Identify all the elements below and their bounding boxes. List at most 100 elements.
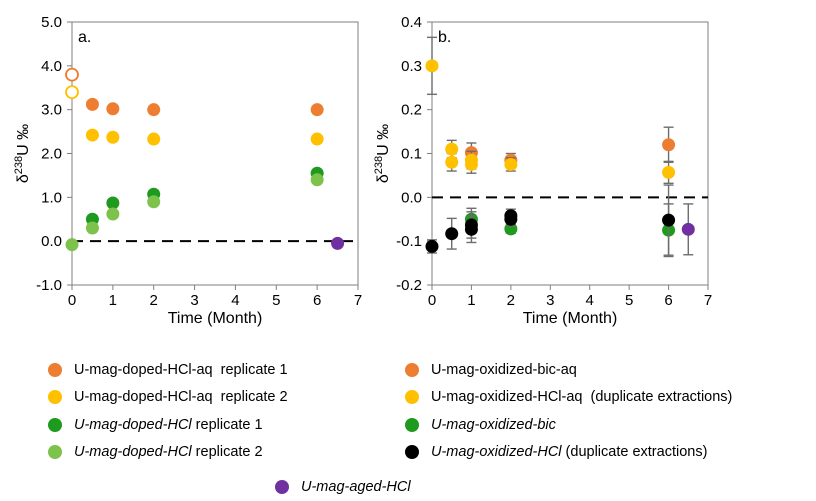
data-point-doped_aq_r1 bbox=[310, 103, 324, 117]
plot-border bbox=[71, 21, 359, 286]
data-point-oxidized_bic_aq bbox=[662, 138, 676, 152]
panel-label: a. bbox=[78, 29, 91, 46]
y-tick-label: 0.0 bbox=[41, 233, 62, 250]
hollow-data-point-doped_aq_r1 bbox=[65, 67, 79, 82]
x-tick-label: 5 bbox=[272, 292, 280, 309]
legend-item-oxidized-bic-aq: U-mag-oxidized-bic-aq bbox=[405, 362, 577, 378]
data-point-doped_aq_r1 bbox=[147, 103, 161, 117]
data-point-doped_aq_r1 bbox=[106, 102, 120, 116]
legend-label: U-mag-doped-HCl-aq replicate 2 bbox=[74, 389, 288, 405]
data-point-doped_hcl_r2 bbox=[65, 238, 79, 252]
legend-label: (duplicate extractions) bbox=[561, 444, 708, 460]
x-tick-label: 6 bbox=[664, 292, 672, 309]
y-axis-label: δ238U ‰ bbox=[13, 124, 32, 183]
x-axis-label: Time (Month) bbox=[168, 310, 263, 327]
y-tick-label: 0.3 bbox=[401, 58, 422, 75]
legend-item-doped-hcl-r1: U-mag-doped-HCl replicate 1 bbox=[48, 417, 263, 433]
data-point-doped_hcl_r2 bbox=[147, 195, 161, 209]
legend-marker-yellow bbox=[405, 390, 419, 404]
legend-label: U-mag-doped-HCl-aq replicate 1 bbox=[74, 362, 288, 378]
legend-item-aged-hcl: U-mag-aged-HCl bbox=[275, 479, 411, 495]
x-tick-label: 1 bbox=[109, 292, 117, 309]
legend-label-italic: U-mag-aged-HCl bbox=[301, 479, 411, 495]
data-point-oxidized_hcl_aq bbox=[662, 165, 676, 179]
charts-canvas: 5.0 4.0 3.0 2.0 1.0 0.0 -1.0 0 1 2 3 4 5 6 7 Time (Mont… bbox=[13, 14, 712, 327]
x-tick-label: 7 bbox=[704, 292, 712, 309]
legend-marker-dark-green bbox=[48, 418, 62, 432]
legend-marker-light-green bbox=[48, 445, 62, 459]
y-axis-label: δ238U ‰ bbox=[373, 124, 392, 183]
x-tick-label: 2 bbox=[150, 292, 158, 309]
x-axis-label: Time (Month) bbox=[523, 310, 618, 327]
y-tick-label: 4.0 bbox=[41, 58, 62, 75]
x-tick-label: 5 bbox=[625, 292, 633, 309]
data-point-oxidized_hcl_aq bbox=[425, 59, 439, 73]
chart-panel-b: 0.4 0.3 0.2 0.1 0.0 -0.1 -0.2 0 1 2 3 4 5 6 7 Time (Mon… bbox=[373, 14, 712, 327]
y-tick-label: 0.4 bbox=[401, 14, 422, 31]
x-tick-label: 3 bbox=[546, 292, 554, 309]
y-tick-label: -0.2 bbox=[396, 277, 422, 294]
x-tick-label: 3 bbox=[190, 292, 198, 309]
chart-panel-a: 5.0 4.0 3.0 2.0 1.0 0.0 -1.0 0 1 2 3 4 5 6 7 Time (Mont… bbox=[13, 14, 362, 327]
legend-label-italic: U-mag-doped-HCl bbox=[74, 444, 192, 460]
x-tick-label: 6 bbox=[313, 292, 321, 309]
legend-item-doped-hcl-r2: U-mag-doped-HCl replicate 2 bbox=[48, 444, 263, 460]
legend-marker-yellow bbox=[48, 390, 62, 404]
data-point-oxidized_hcl bbox=[504, 212, 518, 226]
data-point-doped_hcl_r2 bbox=[310, 173, 324, 187]
data-point-aged_hcl bbox=[331, 236, 345, 250]
y-tick-label: -0.1 bbox=[396, 233, 422, 250]
x-tick-label: 7 bbox=[354, 292, 362, 309]
x-tick-label: 4 bbox=[231, 292, 239, 309]
x-tick-label: 0 bbox=[68, 292, 76, 309]
legend-label: replicate 1 bbox=[191, 417, 263, 433]
legend-label: replicate 2 bbox=[191, 444, 263, 460]
legend-marker-black bbox=[405, 445, 419, 459]
legend-item-doped-hcl-aq-r2: U-mag-doped-HCl-aq replicate 2 bbox=[48, 389, 288, 405]
legend-label-italic: U-mag-oxidized-bic bbox=[431, 417, 556, 433]
y-tick-label: 1.0 bbox=[41, 189, 62, 206]
y-tick-label: 0.1 bbox=[401, 146, 422, 163]
data-point-doped_aq_r2 bbox=[310, 132, 324, 146]
legend-label: U-mag-oxidized-bic-aq bbox=[431, 362, 577, 378]
data-point-oxidized_hcl bbox=[464, 222, 478, 236]
x-tick-label: 0 bbox=[428, 292, 436, 309]
data-point-doped_aq_r2 bbox=[147, 132, 161, 146]
data-point-aged_hcl bbox=[681, 222, 695, 236]
legend-marker-orange bbox=[48, 363, 62, 377]
y-tick-label: 3.0 bbox=[41, 102, 62, 119]
legend-label: U-mag-oxidized-HCl-aq (duplicate extract… bbox=[431, 389, 733, 405]
x-tick-label: 1 bbox=[467, 292, 475, 309]
legend-marker-orange bbox=[405, 363, 419, 377]
legend-item-oxidized-hcl-aq: U-mag-oxidized-HCl-aq (duplicate extract… bbox=[405, 389, 732, 405]
legend-marker-dark-green bbox=[405, 418, 419, 432]
data-point-doped_hcl_r2 bbox=[106, 207, 120, 221]
legend-item-doped-hcl-aq-r1: U-mag-doped-HCl-aq replicate 1 bbox=[48, 362, 288, 378]
data-point-oxidized_hcl_aq bbox=[464, 157, 478, 171]
legend-item-oxidized-hcl: U-mag-oxidized-HCl (duplicate extraction… bbox=[405, 444, 707, 460]
y-tick-label: -1.0 bbox=[36, 277, 62, 294]
data-point-oxidized_hcl_aq bbox=[445, 142, 459, 156]
y-tick-label: 5.0 bbox=[41, 14, 62, 31]
x-tick-label: 2 bbox=[507, 292, 515, 309]
data-point-oxidized_hcl_aq bbox=[445, 155, 459, 169]
panel-label: b. bbox=[438, 29, 451, 46]
legend-label-italic: U-mag-doped-HCl bbox=[74, 417, 192, 433]
legend-label-italic: U-mag-oxidized-HCl bbox=[431, 444, 562, 460]
data-point-doped_aq_r1 bbox=[85, 97, 99, 111]
hollow-data-point-doped_aq_r2 bbox=[65, 85, 79, 100]
data-point-doped_aq_r2 bbox=[85, 128, 99, 142]
data-point-oxidized_hcl bbox=[445, 227, 459, 241]
y-tick-label: 0.2 bbox=[401, 102, 422, 119]
data-point-oxidized_hcl bbox=[425, 239, 439, 253]
y-tick-label: 2.0 bbox=[41, 146, 62, 163]
data-point-oxidized_hcl bbox=[662, 213, 676, 227]
x-tick-label: 4 bbox=[586, 292, 594, 309]
legend-item-oxidized-bic: U-mag-oxidized-bic bbox=[405, 417, 556, 433]
data-point-doped_hcl_r2 bbox=[85, 221, 99, 235]
data-point-doped_hcl_r1 bbox=[106, 196, 120, 210]
data-point-oxidized_hcl_aq bbox=[504, 157, 518, 171]
y-tick-label: 0.0 bbox=[401, 189, 422, 206]
data-point-doped_aq_r2 bbox=[106, 130, 120, 144]
legend-marker-purple bbox=[275, 480, 289, 494]
